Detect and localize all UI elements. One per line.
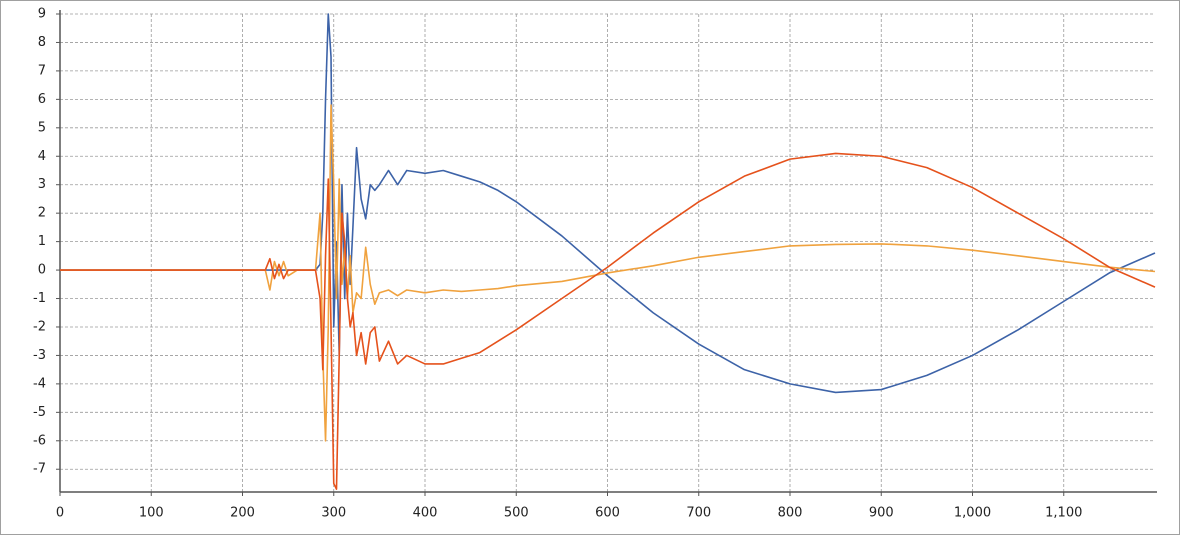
y-tick-label: 9 [38,7,46,22]
y-tick-label: -5 [33,405,46,420]
data-line [60,152,1156,490]
x-tick-label: 800 [778,506,803,521]
x-tick-label: 0 [56,506,64,521]
data-line [60,104,1156,442]
y-tick-label: -4 [33,376,46,391]
x-tick-label: 900 [869,506,894,521]
y-tick-label: 5 [38,120,46,135]
x-tick-label: 300 [321,506,346,521]
x-tick-label: 1,000 [954,506,991,521]
y-tick-label: 0 [38,263,46,278]
y-tick-label: 3 [38,177,46,192]
y-tick-label: 8 [38,35,46,50]
y-tick-label: 6 [38,92,46,107]
x-tick-label: 700 [686,506,711,521]
y-tick-label: -7 [33,462,46,477]
y-tick-label: 1 [38,234,46,249]
y-tick-label: 4 [38,149,46,164]
y-tick-label: -2 [33,319,46,334]
x-tick-label: 100 [139,506,164,521]
x-tick-label: 1,100 [1045,506,1082,521]
y-tick-label: 2 [38,206,46,221]
x-tick-label: 400 [413,506,438,521]
y-tick-label: -3 [33,348,46,363]
x-tick-label: 600 [595,506,620,521]
x-tick-label: 200 [230,506,255,521]
y-tick-label: 7 [38,63,46,78]
y-tick-label: -6 [33,433,46,448]
x-tick-label: 500 [504,506,529,521]
y-tick-label: -1 [33,291,46,306]
